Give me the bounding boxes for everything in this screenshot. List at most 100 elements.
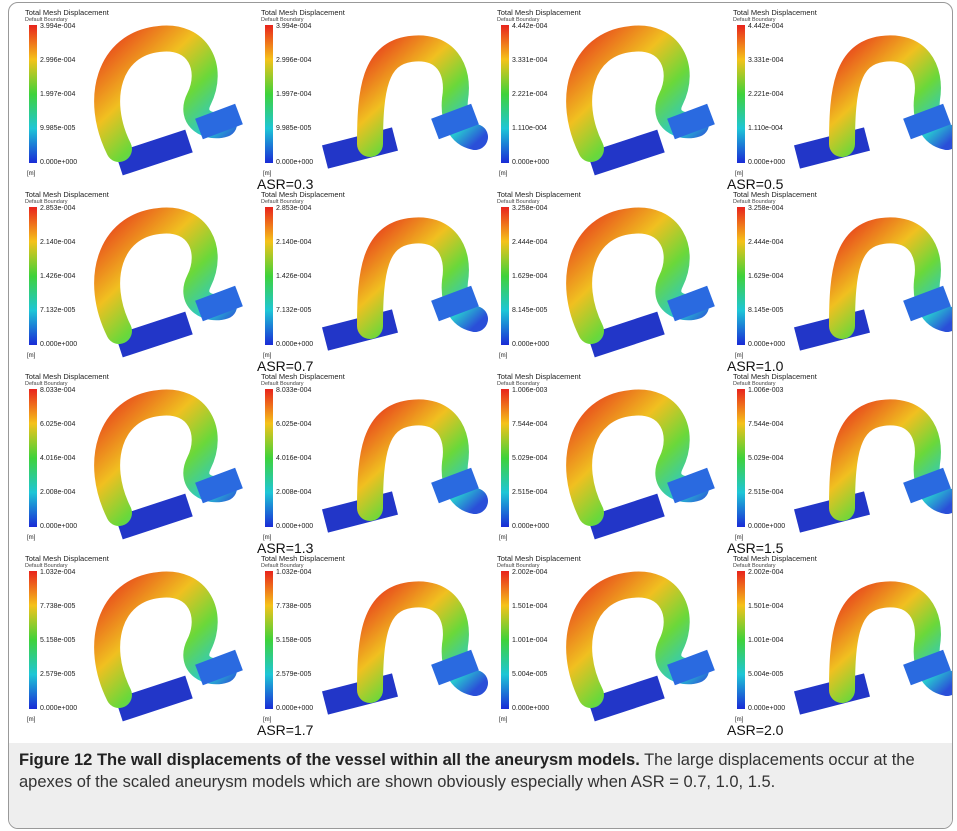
colorbar-label: 3.331e-004 xyxy=(748,57,784,64)
panel-title: Total Mesh Displacement xyxy=(733,372,818,381)
colorbar-label: 0.000e+000 xyxy=(748,341,785,348)
colorbar-label: 2.996e-004 xyxy=(276,57,312,64)
colorbar-label: 6.025e-004 xyxy=(276,421,312,428)
colorbar-label: 2.579e-005 xyxy=(276,671,312,678)
colorbar-label: 8.033e-004 xyxy=(40,387,76,394)
colorbar-label: 8.145e-005 xyxy=(748,307,784,314)
colorbar-label: 3.994e-004 xyxy=(40,23,76,30)
colorbar-label: 2.515e-004 xyxy=(512,489,548,496)
colorbar-label: 1.426e-004 xyxy=(40,273,76,280)
colorbar-label: 5.029e-004 xyxy=(748,455,784,462)
vessel-tube xyxy=(907,114,947,129)
colorbar-label: 2.221e-004 xyxy=(748,91,784,98)
colorbar-label: 0.000e+000 xyxy=(40,523,77,530)
colorbar xyxy=(737,571,745,709)
colorbar xyxy=(265,571,273,709)
vessel-tube xyxy=(907,660,947,675)
panel-title: Total Mesh Displacement xyxy=(261,372,346,381)
colorbar-label: 5.004e-005 xyxy=(748,671,784,678)
vessel-model xyxy=(797,594,947,703)
colorbar-label: 2.221e-004 xyxy=(512,91,548,98)
vessel-tube xyxy=(199,478,239,493)
caption: Figure 12 The wall displacements of the … xyxy=(9,743,952,829)
figure: Total Mesh DisplacementDefault Boundary3… xyxy=(8,2,953,829)
colorbar xyxy=(737,25,745,163)
colorbar xyxy=(265,25,273,163)
colorbar-label: 0.000e+000 xyxy=(748,159,785,166)
colorbar-label: 4.442e-004 xyxy=(512,23,548,30)
colorbar-label: 4.442e-004 xyxy=(748,23,784,30)
vessel-tube xyxy=(671,296,711,311)
colorbar-label: 7.738e-005 xyxy=(276,603,312,610)
colorbar xyxy=(265,207,273,345)
vessel-tube xyxy=(435,660,475,675)
vessel-tube xyxy=(435,296,475,311)
colorbar-label: 1.006e-003 xyxy=(512,387,548,394)
colorbar xyxy=(29,389,37,527)
vessel-model xyxy=(325,48,475,157)
panel-title: Total Mesh Displacement xyxy=(261,8,346,17)
colorbar-label: 2.140e-004 xyxy=(276,239,312,246)
colorbar-label: 5.029e-004 xyxy=(512,455,548,462)
vessel-model xyxy=(325,412,475,521)
colorbar-label: 0.000e+000 xyxy=(512,159,549,166)
colorbar-label: 6.025e-004 xyxy=(40,421,76,428)
colorbar-label: 0.000e+000 xyxy=(748,705,785,712)
vessel-tube xyxy=(435,114,475,129)
colorbar xyxy=(501,571,509,709)
colorbar-label: 0.000e+000 xyxy=(512,523,549,530)
colorbar-label: 0.000e+000 xyxy=(276,341,313,348)
panel-title: Total Mesh Displacement xyxy=(25,554,110,563)
colorbar-label: 0.000e+000 xyxy=(276,523,313,530)
panel-title: Total Mesh Displacement xyxy=(261,554,346,563)
vessel-tube xyxy=(435,478,475,493)
unit-label: [m] xyxy=(499,171,508,177)
vessel-model xyxy=(797,48,947,157)
vessel-model xyxy=(325,594,475,703)
vessel-model xyxy=(579,403,711,528)
colorbar-label: 2.579e-005 xyxy=(40,671,76,678)
vessel-tube xyxy=(671,660,711,675)
colorbar-label: 1.997e-004 xyxy=(276,91,312,98)
vessel-tube xyxy=(907,296,947,311)
colorbar-label: 2.008e-004 xyxy=(40,489,76,496)
panel-title: Total Mesh Displacement xyxy=(733,190,818,199)
asr-label: ASR=2.0 xyxy=(727,722,784,738)
vessel-tube xyxy=(199,296,239,311)
colorbar-label: 1.426e-004 xyxy=(276,273,312,280)
panel-title: Total Mesh Displacement xyxy=(497,190,582,199)
colorbar-label: 1.997e-004 xyxy=(40,91,76,98)
unit-label: [m] xyxy=(27,171,36,177)
colorbar-label: 0.000e+000 xyxy=(512,341,549,348)
colorbar xyxy=(737,389,745,527)
colorbar-label: 9.985e-005 xyxy=(40,125,76,132)
vessel-model xyxy=(107,39,239,164)
vessel-model xyxy=(797,412,947,521)
colorbar-label: 1.501e-004 xyxy=(748,603,784,610)
colorbar-label: 2.444e-004 xyxy=(512,239,548,246)
colorbar-label: 3.994e-004 xyxy=(276,23,312,30)
panel-title: Total Mesh Displacement xyxy=(733,554,818,563)
unit-label: [m] xyxy=(499,535,508,541)
panel-title: Total Mesh Displacement xyxy=(497,8,582,17)
vessel-tube xyxy=(199,114,239,129)
colorbar-label: 0.000e+000 xyxy=(40,705,77,712)
colorbar-label: 7.132e-005 xyxy=(276,307,312,314)
colorbar xyxy=(501,25,509,163)
colorbar-label: 2.008e-004 xyxy=(276,489,312,496)
colorbar-label: 7.738e-005 xyxy=(40,603,76,610)
vessel-model xyxy=(325,230,475,339)
colorbar-label: 9.985e-005 xyxy=(276,125,312,132)
colorbar-label: 2.444e-004 xyxy=(748,239,784,246)
colorbar xyxy=(737,207,745,345)
colorbar-label: 4.016e-004 xyxy=(276,455,312,462)
vessel-model xyxy=(107,221,239,346)
unit-label: [m] xyxy=(27,353,36,359)
colorbar-label: 2.996e-004 xyxy=(40,57,76,64)
vessel-tube xyxy=(907,478,947,493)
colorbar xyxy=(501,207,509,345)
colorbar-label: 1.110e-004 xyxy=(512,125,547,132)
colorbar-label: 2.002e-004 xyxy=(748,569,784,576)
panel-title: Total Mesh Displacement xyxy=(261,190,346,199)
vessel-model xyxy=(579,221,711,346)
